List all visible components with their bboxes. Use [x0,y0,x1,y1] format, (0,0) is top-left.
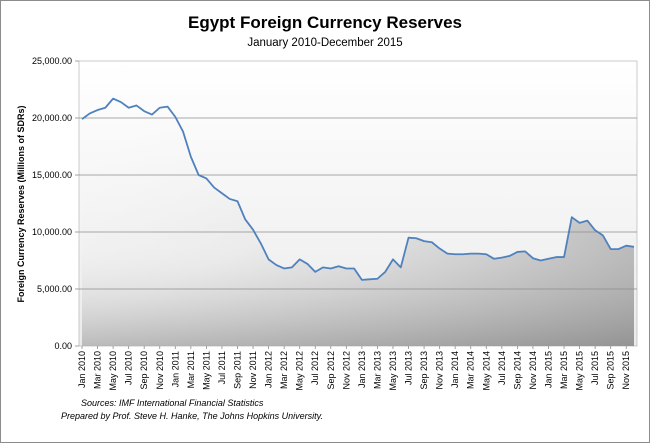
x-tick-label: Nov 2012 [341,351,351,390]
x-tick-label: Sep 2014 [512,351,522,390]
x-tick-label: Mar 2014 [466,351,476,389]
x-tick-label: Mar 2013 [372,351,382,389]
y-tick-label: 25,000.00 [32,56,72,66]
x-tick-label: Sep 2011 [232,351,242,389]
y-axis: 0.00 5,000.00 10,000.00 15,000.00 20,000.00 2… [32,56,79,351]
author-note: Prepared by Prof. Steve H. Hanke, The Jo… [61,411,323,421]
source-note: Sources: IMF International Financial Sta… [81,398,264,408]
y-tick-label: 10,000.00 [32,227,72,237]
x-tick-label: Sep 2010 [139,351,149,390]
x-tick-label: Jan 2013 [357,351,367,388]
series-layer [81,97,635,281]
y-tick-label: 15,000.00 [32,170,72,180]
area-layer [82,98,634,347]
series-area-shade [82,98,634,347]
x-tick-label: Jul 2011 [217,351,227,384]
x-tick-label: May 2012 [295,351,305,391]
x-tick-label: Sep 2015 [606,351,616,390]
x-tick-label: Sep 2013 [419,351,429,390]
chart-title: Egypt Foreign Currency Reserves [188,13,462,32]
x-tick-label: Jul 2015 [590,351,600,385]
x-tick-label: May 2010 [108,351,118,391]
x-tick-label: May 2015 [575,351,585,391]
x-tick-label: May 2011 [201,351,211,390]
x-tick-label: Nov 2014 [528,351,538,390]
x-tick-label: Jul 2013 [404,351,414,385]
x-tick-label: Jan 2012 [264,351,274,388]
y-tick-label: 20,000.00 [32,113,72,123]
y-tick-label: 0.00 [54,341,72,351]
x-tick-label: Mar 2015 [559,351,569,389]
x-tick-label: Nov 2013 [435,351,445,390]
x-tick-label: Jan 2015 [543,351,553,388]
x-tick-label: May 2013 [388,351,398,391]
x-tick-label: May 2014 [481,351,491,391]
x-tick-label: Nov 2015 [621,351,631,390]
x-tick-label: Sep 2012 [326,351,336,390]
x-tick-label: Jan 2010 [77,351,87,388]
x-tick-label: Jan 2014 [450,351,460,388]
x-tick-label: Mar 2011 [186,351,196,388]
grid-layer [79,117,637,290]
y-tick-label: 5,000.00 [37,284,72,294]
chart-subtitle: January 2010-December 2015 [247,37,402,49]
x-tick-label: Mar 2012 [279,351,289,389]
x-tick-label: Jan 2011 [170,351,180,387]
y-axis-label: Foreign Currency Reserves (Millions of S… [16,105,26,302]
x-tick-label: Mar 2010 [93,351,103,389]
x-tick-label: Jul 2014 [497,351,507,385]
x-tick-label: Nov 2010 [155,351,165,390]
x-tick-label: Jul 2012 [310,351,320,385]
x-tick-label: Nov 2011 [248,351,258,389]
series-line [81,97,635,281]
x-axis: Jan 2010 Mar 2010 May 2010 Jul 2010 Sep 2010… [77,346,631,391]
x-tick-label: Jul 2010 [124,351,134,385]
